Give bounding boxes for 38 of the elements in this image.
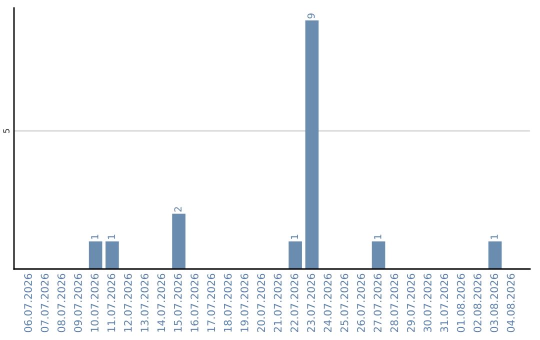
x-tick-label: 06.07.2026 [24, 274, 32, 332]
x-tick-label: 28.07.2026 [390, 274, 398, 332]
x-tick-label: 13.07.2026 [140, 274, 149, 332]
x-tick-label: 20.07.2026 [257, 274, 266, 332]
x-tick-label: 14.07.2026 [157, 274, 166, 332]
data-label: 1 [290, 234, 298, 239]
x-tick-label: 29.07.2026 [406, 274, 415, 332]
x-tick-label: 21.07.2026 [274, 274, 282, 332]
x-tick-label: 08.07.2026 [57, 274, 66, 332]
data-label: 1 [490, 234, 498, 239]
x-tick-label: 15.07.2026 [174, 274, 182, 332]
data-label: 1 [374, 234, 382, 239]
x-tick-label: 03.08.2026 [490, 274, 498, 332]
x-tick-label: 23.07.2026 [307, 274, 315, 332]
x-tick-label: 09.07.2026 [74, 274, 82, 332]
data-label: 1 [108, 234, 115, 239]
y-tick-label: 5 [3, 128, 10, 133]
x-tick-label: 02.08.2026 [474, 274, 482, 332]
x-tick-label: 25.07.2026 [340, 274, 348, 332]
x-tick-label: 12.07.2026 [124, 274, 132, 332]
x-tick-label: 31.07.2026 [440, 274, 448, 332]
x-tick-label: 01.08.2026 [456, 274, 465, 332]
x-tick-label: 04.08.2026 [506, 274, 515, 332]
x-tick-label: 10.07.2026 [90, 274, 99, 332]
data-label: 1 [91, 234, 98, 239]
x-tick-label: 30.07.2026 [424, 274, 432, 332]
x-tick-label: 24.07.2026 [324, 274, 332, 332]
x-tick-label: 27.07.2026 [374, 274, 382, 332]
x-tick-label: 18.07.2026 [224, 274, 232, 332]
x-tick-label: 22.07.2026 [290, 274, 298, 332]
x-tick-label: 19.07.2026 [240, 274, 248, 332]
x-tick-label: 26.07.2026 [357, 274, 365, 332]
x-tick-label: 11.07.2026 [107, 274, 116, 332]
data-label: 2 [174, 207, 182, 212]
x-tick-label: 17.07.2026 [207, 274, 216, 332]
x-tick-label: 07.07.2026 [40, 274, 49, 332]
data-label: 9 [307, 14, 315, 18]
x-tick-label: 16.07.2026 [190, 274, 198, 332]
